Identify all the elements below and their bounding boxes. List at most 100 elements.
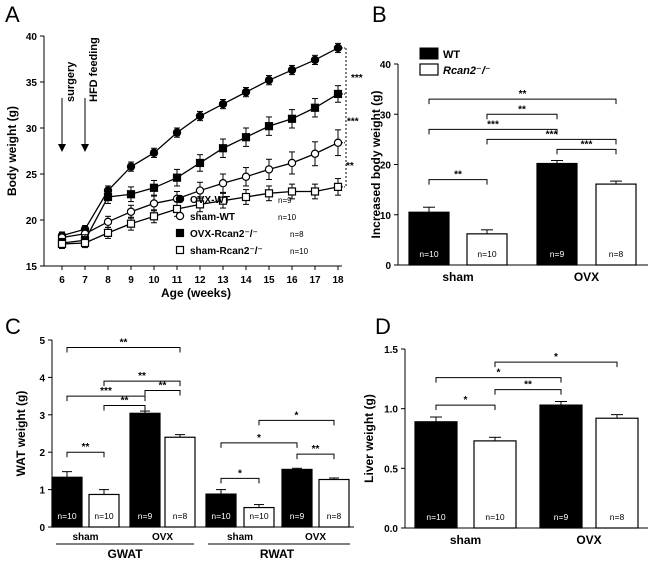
legend-marker — [175, 194, 185, 204]
data-point — [287, 158, 297, 168]
y-tick-label: 1.5 — [384, 345, 398, 356]
sig-gwat-rcan-label: ** — [138, 371, 146, 382]
data-point — [287, 114, 297, 123]
data-point — [241, 133, 251, 142]
data-point — [103, 192, 113, 202]
bar-n-label: n=10 — [249, 511, 268, 521]
data-point — [218, 144, 228, 153]
bar — [466, 233, 508, 266]
legend-marker — [175, 245, 185, 255]
data-point — [333, 89, 343, 99]
data-point — [103, 228, 113, 237]
y-axis-title: WAT weight (g) — [14, 391, 28, 477]
bar — [88, 493, 120, 528]
bar-n-label: n=9 — [138, 511, 153, 521]
data-point — [126, 207, 136, 216]
x-tick-label: 9 — [128, 275, 134, 286]
legend-label: Rcan2⁻/⁻ — [443, 65, 491, 77]
subgroup-label: sham — [72, 532, 98, 543]
sig-sham-bracket — [428, 179, 488, 185]
x-tick-label: 14 — [240, 275, 252, 286]
sig-sham-label: ** — [454, 170, 462, 181]
sig-gwat-sham-label: ** — [82, 442, 90, 453]
x-tick-label: 16 — [286, 275, 298, 286]
bar — [243, 506, 275, 528]
subgroup-label: OVX — [152, 532, 173, 543]
bar-n-label: n=10 — [211, 511, 230, 521]
sig-gwat-outer-bracket — [66, 346, 181, 353]
y-tick-label: 3 — [39, 411, 45, 422]
y-tick-label: 40 — [380, 60, 392, 71]
sig-ovx-bracket — [556, 148, 617, 155]
data-point — [195, 158, 205, 168]
x-tick-label: 7 — [82, 275, 88, 286]
x-axis-title: Age (weeks) — [161, 286, 231, 300]
legend-n: n=9 — [278, 196, 292, 205]
data-point — [333, 138, 343, 147]
bar — [414, 421, 458, 529]
data-point — [149, 148, 159, 158]
data-point — [310, 55, 320, 65]
bar — [281, 468, 313, 528]
bar — [408, 211, 450, 266]
data-point — [310, 187, 320, 196]
sig-gwat-wt-bracket — [66, 395, 146, 402]
sig-rwat-ovx-label: ** — [312, 444, 320, 455]
sig-sham-label: * — [464, 395, 468, 406]
bar — [129, 412, 161, 528]
x-tick-label: 18 — [332, 275, 344, 286]
x-tick-label: 12 — [194, 275, 206, 286]
bar-n-label: n=10 — [94, 511, 113, 521]
legend-n: n=8 — [290, 230, 304, 239]
sig-gwat-wt-label: *** — [100, 386, 112, 397]
bar-n-label: n=10 — [477, 249, 496, 259]
significance-label: *** — [351, 73, 363, 84]
y-tick-label: 30 — [380, 110, 392, 121]
y-tick-label: 0 — [385, 261, 391, 272]
bar-n-label: n=9 — [290, 511, 305, 521]
bar-n-label: n=8 — [609, 249, 624, 259]
sig-cross-label: ** — [518, 104, 526, 115]
sig-rwat-sham-bracket — [220, 477, 260, 484]
sig-gwat-ovx-bracket — [144, 389, 181, 396]
data-point — [103, 217, 113, 227]
sig-outer-bracket — [428, 98, 617, 105]
bar-n-label: n=10 — [57, 511, 76, 521]
data-point — [264, 75, 274, 85]
legend-n: n=10 — [278, 213, 297, 222]
y-tick-label: 2 — [39, 448, 45, 459]
x-tick-label: 17 — [309, 275, 321, 286]
sig-gwat-cross-bracket — [103, 404, 146, 411]
data-point — [172, 204, 182, 214]
data-point — [310, 103, 320, 112]
panel-letter: D — [375, 314, 391, 339]
data-point — [126, 219, 136, 228]
bar — [539, 404, 583, 529]
data-point — [287, 187, 297, 196]
sig-sham-bracket — [435, 404, 496, 411]
panel-a: A 15 20 25 30 35 40 6 7 8 9 10 11 12 13 14 15 16 17 18 Age (… — [5, 2, 363, 300]
sig-cross-bracket — [486, 113, 558, 120]
data-point — [172, 128, 182, 137]
bar-n-label: n=10 — [419, 249, 438, 259]
data-point — [241, 87, 251, 97]
bar — [473, 440, 517, 529]
y-axis-title: Increased body weight (g) — [369, 90, 383, 238]
x-tick-label: 13 — [217, 275, 229, 286]
sig-rwat-rcan-label: * — [295, 410, 299, 421]
sig-gwat-sham-bracket — [66, 451, 105, 458]
bar — [164, 436, 196, 528]
legend-label: OVX-WT — [190, 195, 230, 206]
x-tick-label: 11 — [172, 275, 183, 286]
legend-marker — [175, 211, 185, 221]
annotation-label: surgery — [65, 61, 77, 102]
y-tick-label: 30 — [26, 124, 38, 135]
sig-rcan-bracket — [486, 138, 617, 145]
significance-label: ** — [346, 161, 354, 172]
sig-outer-bracket — [494, 361, 618, 368]
bar-n-label: n=9 — [550, 249, 565, 259]
data-point — [149, 199, 159, 208]
group-label: OVX — [574, 270, 599, 284]
data-point — [172, 173, 182, 182]
